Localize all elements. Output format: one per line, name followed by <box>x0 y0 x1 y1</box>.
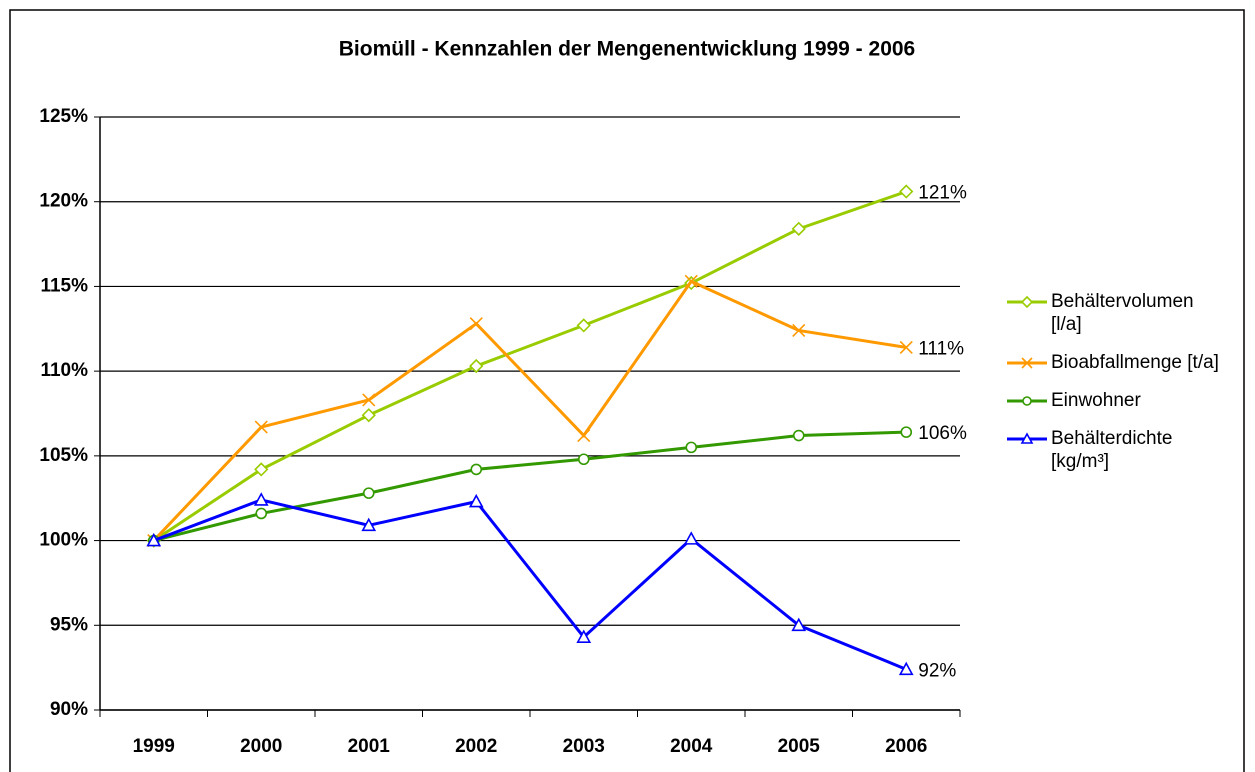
legend-item: Bioabfallmenge [t/a] <box>1005 351 1221 374</box>
marker <box>576 318 591 333</box>
legend-label: Behältervolumen [l/a] <box>1051 291 1194 335</box>
data-label: 92% <box>918 660 956 681</box>
marker <box>792 429 805 442</box>
marker <box>146 532 162 547</box>
marker <box>469 358 484 374</box>
marker <box>468 493 484 508</box>
legend-marker <box>1020 295 1034 309</box>
marker <box>791 221 806 236</box>
legend-label: Behälterdichte [kg/m³] <box>1051 428 1173 472</box>
marker <box>362 487 375 499</box>
legend-key <box>1007 357 1047 369</box>
y-tick-label: 90% <box>50 699 88 720</box>
y-tick-label: 105% <box>39 445 88 466</box>
marker <box>685 441 698 454</box>
x-tick-label: 2000 <box>240 736 282 757</box>
y-tick-label: 110% <box>40 360 88 381</box>
marker <box>792 323 806 338</box>
legend-key <box>1007 432 1047 444</box>
marker <box>899 340 913 354</box>
legend-item: Behälterdichte [kg/m³] <box>1005 427 1221 473</box>
x-tick-label: 2006 <box>885 736 927 757</box>
series-line <box>152 279 907 542</box>
marker <box>899 184 914 199</box>
legend-marker <box>1020 432 1034 444</box>
marker <box>684 274 698 288</box>
data-label: 111% <box>918 338 964 359</box>
marker <box>254 420 268 434</box>
legend-item: Einwohner <box>1005 389 1221 412</box>
series-line <box>153 498 907 671</box>
data-label: 106% <box>918 423 967 444</box>
x-tick-label: 2004 <box>670 736 713 757</box>
legend-marker <box>1022 396 1032 406</box>
y-tick-label: 125% <box>39 106 88 127</box>
marker <box>362 393 376 407</box>
marker <box>361 408 376 423</box>
y-tick-label: 100% <box>39 530 88 551</box>
marker <box>253 492 269 506</box>
x-tick-label: 2005 <box>778 736 821 757</box>
marker <box>898 661 914 676</box>
legend-label: Einwohner <box>1051 390 1141 411</box>
y-tick-label: 95% <box>50 614 88 635</box>
marker <box>900 426 913 438</box>
legend-marker <box>1021 357 1033 369</box>
legend-key <box>1007 295 1047 309</box>
y-tick-label: 115% <box>40 275 88 296</box>
series-line <box>152 190 907 542</box>
series-line <box>153 430 907 543</box>
chart-frame <box>9 9 1245 772</box>
data-label: 121% <box>918 183 967 204</box>
chart-title: Biomüll - Kennzahlen der Mengenentwicklu… <box>339 38 915 61</box>
marker <box>255 507 268 520</box>
marker <box>469 317 483 331</box>
marker <box>470 463 483 476</box>
legend-item: Behältervolumen [l/a] <box>1005 290 1221 336</box>
marker <box>577 453 590 466</box>
marker <box>683 531 699 545</box>
marker <box>791 617 807 632</box>
marker <box>254 462 269 477</box>
x-tick-label: 2001 <box>348 736 391 757</box>
legend-key <box>1007 396 1047 406</box>
marker <box>577 428 591 443</box>
legend-label: Bioabfallmenge [t/a] <box>1051 352 1219 373</box>
marker <box>361 517 377 532</box>
x-tick-label: 2002 <box>455 736 497 757</box>
marker <box>576 629 592 643</box>
y-tick-label: 120% <box>39 191 88 212</box>
x-tick-label: 2003 <box>563 736 605 757</box>
x-tick-label: 1999 <box>133 736 175 757</box>
legend: Behältervolumen [l/a] Bioabfallmenge [t/a… <box>1005 290 1245 488</box>
